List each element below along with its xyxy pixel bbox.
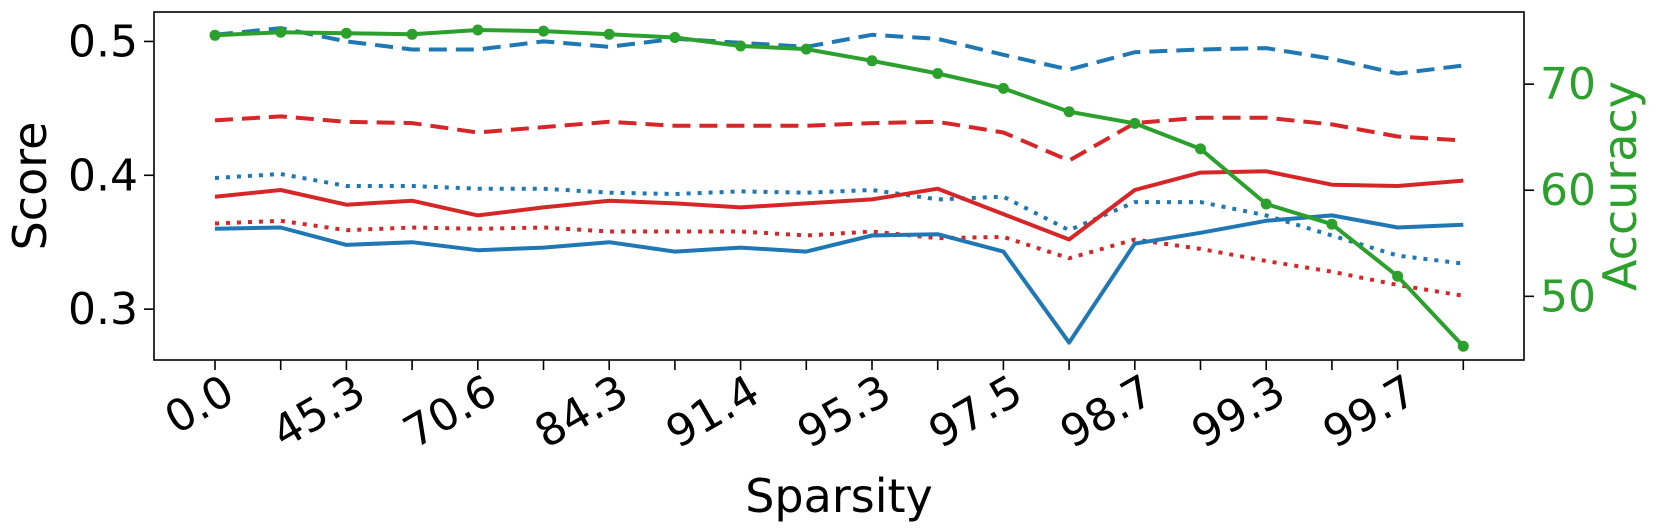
- series-blue-dotted-line: [214, 172, 1464, 266]
- right-y-axis: 50 60 70: [1524, 59, 1596, 322]
- left-y-tick-label: 0.4: [68, 150, 138, 201]
- series-accuracy-point: [538, 25, 549, 37]
- left-y-axis: 0.3 0.4 0.5: [68, 16, 154, 335]
- plot-frame: [153, 11, 1525, 361]
- x-tick-label: 70.6: [395, 365, 505, 458]
- series-accuracy-point: [340, 27, 352, 39]
- series-accuracy-point: [866, 55, 878, 67]
- series-accuracy-point: [1260, 198, 1272, 210]
- series-accuracy-point: [1195, 143, 1206, 155]
- x-tick-label: 0.0: [156, 365, 242, 444]
- series-accuracy-line: [214, 28, 1465, 348]
- left-y-tick-label: 0.5: [68, 16, 138, 67]
- x-axis: 0.0 45.3 70.6 84.3 91.4 95.3 97.5 98.7 99.3 99.7: [156, 360, 1465, 459]
- series-accuracy-point: [1326, 218, 1338, 230]
- series-accuracy-point: [800, 43, 812, 55]
- series-red-solid-line: [214, 169, 1464, 242]
- series-accuracy-point: [1392, 270, 1404, 282]
- series-accuracy-point: [1063, 106, 1075, 118]
- series-accuracy-point: [932, 68, 944, 79]
- right-y-tick-label: 50: [1540, 271, 1596, 322]
- x-tick-label: 99.3: [1183, 365, 1293, 458]
- x-tick-label: 99.7: [1315, 365, 1425, 458]
- x-tick-label: 95.3: [789, 365, 899, 458]
- series-accuracy-point: [603, 28, 615, 40]
- series-accuracy-point: [735, 40, 747, 52]
- x-tick-label: 97.5: [921, 365, 1031, 458]
- series-accuracy-point: [406, 28, 418, 40]
- x-tick-label: 98.7: [1052, 365, 1162, 458]
- x-tick-label: 84.3: [526, 365, 636, 458]
- series-accuracy-point: [1129, 117, 1141, 129]
- right-y-axis-label: Accuracy: [1593, 81, 1647, 291]
- series-layer: [209, 24, 1469, 352]
- series-accuracy-point: [209, 29, 221, 41]
- series-blue-solid-line: [214, 213, 1464, 345]
- series-accuracy-point: [1457, 340, 1469, 352]
- left-y-axis-label: Score: [3, 122, 57, 251]
- series-accuracy-point: [472, 24, 484, 36]
- series-accuracy-point: [669, 32, 681, 43]
- x-tick-label: 91.4: [658, 365, 768, 458]
- x-axis-label: Sparsity: [745, 469, 933, 523]
- left-y-tick-label: 0.3: [68, 284, 138, 335]
- series-accuracy-point: [997, 82, 1009, 94]
- right-y-tick-label: 60: [1540, 165, 1596, 216]
- right-y-tick-label: 70: [1540, 59, 1596, 110]
- series-red-dashed-line: [214, 114, 1464, 163]
- x-tick-label: 45.3: [264, 365, 374, 458]
- series-accuracy-point: [275, 26, 287, 38]
- series-red-dotted-line: [214, 218, 1464, 298]
- series-blue-dashed-line: [214, 26, 1464, 76]
